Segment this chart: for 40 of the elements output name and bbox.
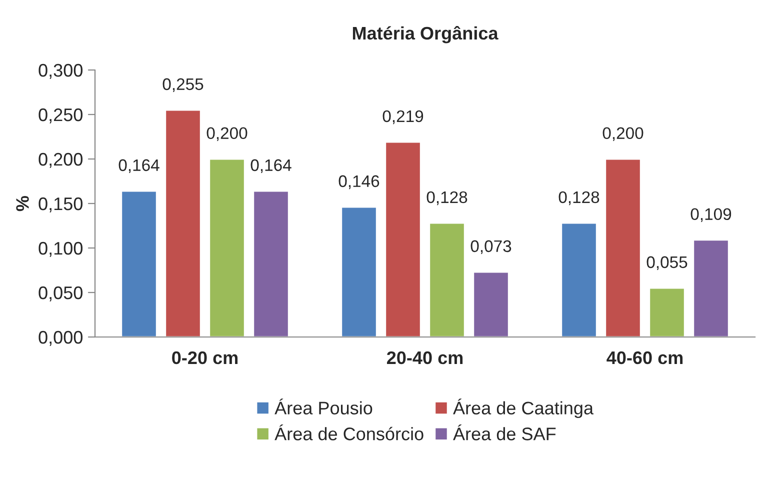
data-label: 0,219 (382, 110, 424, 124)
y-tick-label: 0,200 (38, 152, 82, 168)
bar (252, 190, 290, 337)
data-label: 0,164 (250, 159, 292, 174)
data-label: 0,200 (206, 127, 248, 142)
legend-label: Área de SAF (453, 424, 556, 440)
data-label: 0,200 (602, 127, 644, 142)
data-label: 0,055 (646, 256, 688, 270)
x-tick-label: 40-60 cm (606, 351, 683, 364)
bar (164, 109, 202, 337)
y-tick-label: 0,300 (38, 64, 82, 79)
data-label: 0,255 (162, 78, 204, 92)
bar (472, 271, 510, 337)
data-label: 0,164 (118, 159, 160, 174)
legend-label: Área de Caatinga (453, 398, 594, 418)
y-tick-label: 0,100 (38, 242, 82, 257)
bar (384, 141, 422, 337)
bar (208, 158, 246, 337)
data-label: 0,073 (470, 240, 512, 254)
bar (604, 158, 642, 337)
legend-label: Área de Consórcio (274, 424, 424, 440)
y-tick-label: 0,250 (38, 108, 82, 124)
data-label: 0,146 (338, 175, 380, 190)
bar (120, 190, 158, 337)
y-tick-label: 0,150 (38, 197, 82, 212)
x-tick-label: 0-20 cm (172, 351, 238, 364)
y-tick-label: 0,000 (38, 330, 82, 346)
bar (340, 206, 378, 337)
data-label: 0,128 (426, 191, 468, 206)
x-tick-label: 20-40 cm (386, 351, 463, 364)
legend-label: Área Pousio (274, 398, 372, 414)
y-axis-title: % (16, 196, 29, 212)
bar (692, 239, 730, 337)
bar (648, 287, 686, 337)
bar (428, 222, 466, 337)
y-tick-label: 0,050 (38, 286, 82, 302)
data-label: 0,128 (558, 191, 600, 206)
data-label: 0,109 (690, 208, 732, 222)
bar (560, 222, 598, 337)
chart-title: Matéria Orgânica (352, 26, 498, 44)
